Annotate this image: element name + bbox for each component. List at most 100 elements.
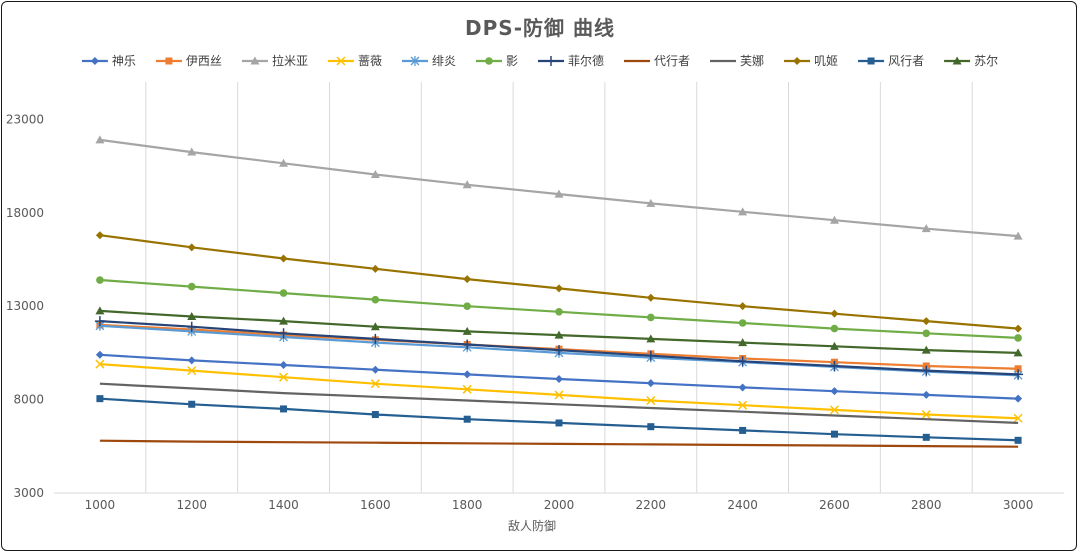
data-point [188,400,196,408]
data-point [1013,348,1023,357]
data-point [554,345,564,356]
data-point [829,341,839,350]
legend-marker [867,57,875,65]
data-point [647,423,655,431]
data-point [922,317,931,326]
x-tick-label: 1400 [268,498,299,512]
legend-label: 神乐 [112,54,136,68]
legend-item: 芙娜 [710,54,764,68]
data-point [646,334,656,343]
data-point [462,384,472,394]
data-point [1013,231,1023,240]
data-point [921,345,931,354]
data-point [463,370,472,379]
legend-label: 绯炎 [432,54,456,68]
data-point [737,356,748,367]
series-8 [99,382,1019,424]
data-point [830,324,839,333]
data-point [921,224,931,233]
x-tick-label: 2200 [636,498,667,512]
data-point [555,284,563,293]
data-point [95,306,105,315]
x-tick-label: 1200 [176,498,207,512]
legend-marker [336,56,346,66]
legend-item: 苏尔 [944,53,998,68]
data-point [95,135,105,144]
data-point [646,293,655,302]
data-point [279,158,289,167]
data-point [738,319,747,327]
data-point [95,231,104,240]
data-point [370,322,380,331]
data-point [1014,394,1023,403]
data-point [463,415,471,423]
data-point [645,350,656,361]
data-point [186,321,197,332]
series-11 [95,306,1023,357]
data-point [921,410,931,420]
data-point [738,383,747,392]
data-point [647,313,655,322]
data-point [187,311,197,320]
data-point [279,372,289,382]
chart-title: DPS-防御 曲线 [465,16,615,40]
series-line [99,439,1019,448]
data-point [830,430,838,438]
legend-marker [485,57,493,65]
data-point [279,289,288,297]
data-point [279,316,289,325]
data-point [371,365,380,374]
data-point [187,243,196,252]
data-point [739,426,747,434]
data-point [555,375,563,384]
data-point [646,395,656,406]
data-point [555,307,563,316]
x-tick-label: 3000 [1003,498,1034,512]
legend-marker [90,57,99,65]
data-point [370,379,380,389]
legend-item: 伊西丝 [155,54,222,68]
series-3 [95,359,1023,423]
data-point [95,359,105,369]
x-tick-label: 2800 [911,498,942,512]
series-10 [96,395,1022,444]
data-point [96,276,104,284]
data-point [1014,324,1023,333]
data-point [279,254,288,263]
y-axis-ticks: 3000 8000 13000 18000 23000 [6,112,44,500]
y-tick-label: 3000 [13,486,44,500]
series-0 [95,350,1023,403]
data-point [646,379,655,388]
data-point [370,333,381,344]
data-point [462,326,472,335]
series-7 [99,439,1019,448]
data-point [554,330,564,339]
y-tick-label: 13000 [6,299,44,313]
data-point [371,295,380,304]
legend-item: 影 [475,54,518,68]
data-point [830,309,839,318]
data-point [738,338,748,347]
data-point [1014,334,1022,342]
data-point [95,350,104,359]
data-point [371,411,379,419]
data-point [187,366,197,376]
data-point [554,189,564,198]
legend-marker [546,56,556,66]
data-point [1014,365,1022,373]
series-5 [96,276,1022,342]
data-point [555,419,563,427]
data-point [370,169,380,178]
series-layer [94,135,1024,448]
data-point [371,264,380,273]
legend-marker [952,56,962,65]
legend-label: 苏尔 [974,53,998,68]
legend-item: 神乐 [81,54,136,68]
data-point [922,390,931,399]
data-point [554,390,564,400]
data-point [187,147,197,156]
data-point [1013,369,1024,380]
legend-item: 拉米亚 [241,53,308,68]
x-tick-label: 2600 [819,498,850,512]
